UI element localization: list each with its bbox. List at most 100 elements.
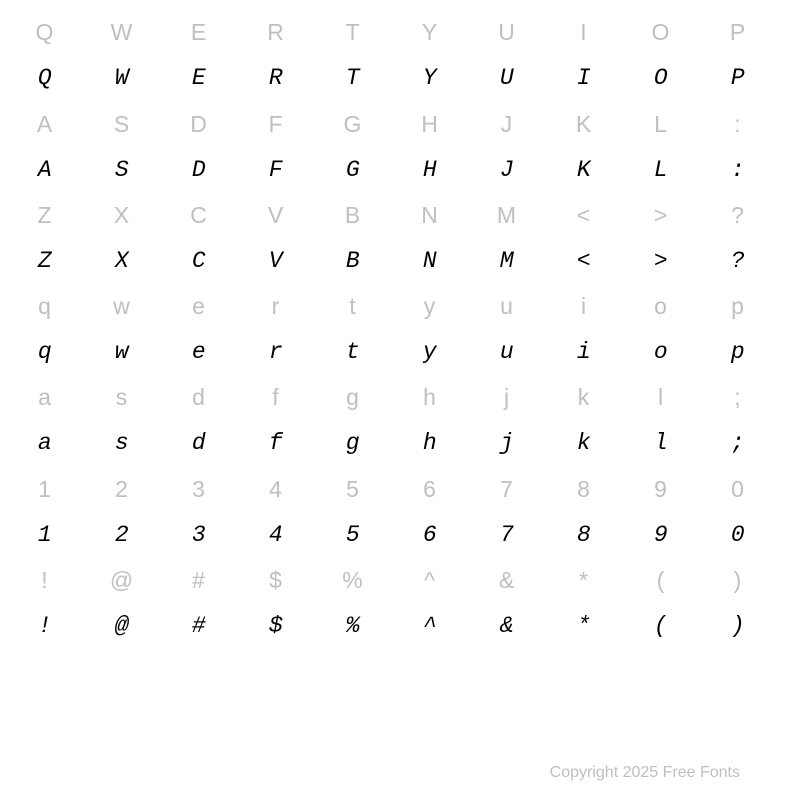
- reference-char: H: [391, 101, 468, 147]
- specimen-glyph: 4: [237, 512, 314, 558]
- specimen-glyph: a: [6, 421, 83, 467]
- reference-char: T: [314, 10, 391, 56]
- specimen-glyph: ): [699, 603, 776, 649]
- reference-char: e: [160, 284, 237, 330]
- reference-char: 3: [160, 466, 237, 512]
- specimen-glyph: 8: [545, 512, 622, 558]
- specimen-glyph: Y: [391, 56, 468, 102]
- specimen-glyph: r: [237, 329, 314, 375]
- specimen-glyph: S: [83, 147, 160, 193]
- reference-char: 2: [83, 466, 160, 512]
- reference-char: !: [6, 558, 83, 604]
- reference-char: w: [83, 284, 160, 330]
- reference-char: E: [160, 10, 237, 56]
- specimen-glyph: %: [314, 603, 391, 649]
- specimen-glyph: p: [699, 329, 776, 375]
- specimen-glyph: V: [237, 238, 314, 284]
- reference-char: 7: [468, 466, 545, 512]
- specimen-glyph: o: [622, 329, 699, 375]
- specimen-glyph: j: [468, 421, 545, 467]
- reference-char: >: [622, 193, 699, 239]
- specimen-glyph: N: [391, 238, 468, 284]
- specimen-glyph: E: [160, 56, 237, 102]
- reference-char: 6: [391, 466, 468, 512]
- specimen-glyph: y: [391, 329, 468, 375]
- reference-char: q: [6, 284, 83, 330]
- reference-char: s: [83, 375, 160, 421]
- specimen-glyph: I: [545, 56, 622, 102]
- specimen-glyph: (: [622, 603, 699, 649]
- reference-char: ^: [391, 558, 468, 604]
- reference-char: C: [160, 193, 237, 239]
- reference-char: &: [468, 558, 545, 604]
- reference-char: V: [237, 193, 314, 239]
- specimen-glyph: 2: [83, 512, 160, 558]
- reference-char: R: [237, 10, 314, 56]
- reference-char: i: [545, 284, 622, 330]
- specimen-glyph: 6: [391, 512, 468, 558]
- reference-char: o: [622, 284, 699, 330]
- reference-char: $: [237, 558, 314, 604]
- reference-char: *: [545, 558, 622, 604]
- reference-char: 5: [314, 466, 391, 512]
- specimen-glyph: h: [391, 421, 468, 467]
- copyright-footer: Copyright 2025 Free Fonts: [550, 764, 740, 782]
- specimen-glyph: D: [160, 147, 237, 193]
- specimen-glyph: @: [83, 603, 160, 649]
- specimen-glyph: R: [237, 56, 314, 102]
- specimen-glyph: A: [6, 147, 83, 193]
- reference-char: ;: [699, 375, 776, 421]
- specimen-glyph: W: [83, 56, 160, 102]
- reference-char: ?: [699, 193, 776, 239]
- reference-char: X: [83, 193, 160, 239]
- specimen-glyph: M: [468, 238, 545, 284]
- specimen-glyph: s: [83, 421, 160, 467]
- reference-char: Z: [6, 193, 83, 239]
- specimen-glyph: G: [314, 147, 391, 193]
- specimen-glyph: O: [622, 56, 699, 102]
- specimen-glyph: Q: [6, 56, 83, 102]
- specimen-glyph: U: [468, 56, 545, 102]
- specimen-glyph: T: [314, 56, 391, 102]
- reference-char: f: [237, 375, 314, 421]
- reference-char: 9: [622, 466, 699, 512]
- reference-char: N: [391, 193, 468, 239]
- reference-char: Q: [6, 10, 83, 56]
- reference-char: L: [622, 101, 699, 147]
- reference-char: j: [468, 375, 545, 421]
- specimen-glyph: $: [237, 603, 314, 649]
- reference-char: :: [699, 101, 776, 147]
- specimen-glyph: w: [83, 329, 160, 375]
- reference-char: <: [545, 193, 622, 239]
- reference-char: I: [545, 10, 622, 56]
- reference-char: d: [160, 375, 237, 421]
- reference-char: K: [545, 101, 622, 147]
- specimen-glyph: l: [622, 421, 699, 467]
- reference-char: S: [83, 101, 160, 147]
- specimen-glyph: 3: [160, 512, 237, 558]
- specimen-glyph: ^: [391, 603, 468, 649]
- specimen-glyph: 5: [314, 512, 391, 558]
- reference-char: p: [699, 284, 776, 330]
- reference-char: U: [468, 10, 545, 56]
- specimen-glyph: P: [699, 56, 776, 102]
- specimen-glyph: Z: [6, 238, 83, 284]
- specimen-glyph: ?: [699, 238, 776, 284]
- reference-char: Y: [391, 10, 468, 56]
- reference-char: #: [160, 558, 237, 604]
- reference-char: h: [391, 375, 468, 421]
- specimen-glyph: F: [237, 147, 314, 193]
- reference-char: G: [314, 101, 391, 147]
- specimen-glyph: #: [160, 603, 237, 649]
- specimen-glyph: 0: [699, 512, 776, 558]
- reference-char: J: [468, 101, 545, 147]
- reference-char: l: [622, 375, 699, 421]
- specimen-glyph: t: [314, 329, 391, 375]
- reference-char: D: [160, 101, 237, 147]
- specimen-glyph: !: [6, 603, 83, 649]
- reference-char: y: [391, 284, 468, 330]
- specimen-glyph: ;: [699, 421, 776, 467]
- reference-char: W: [83, 10, 160, 56]
- specimen-glyph: k: [545, 421, 622, 467]
- reference-char: 0: [699, 466, 776, 512]
